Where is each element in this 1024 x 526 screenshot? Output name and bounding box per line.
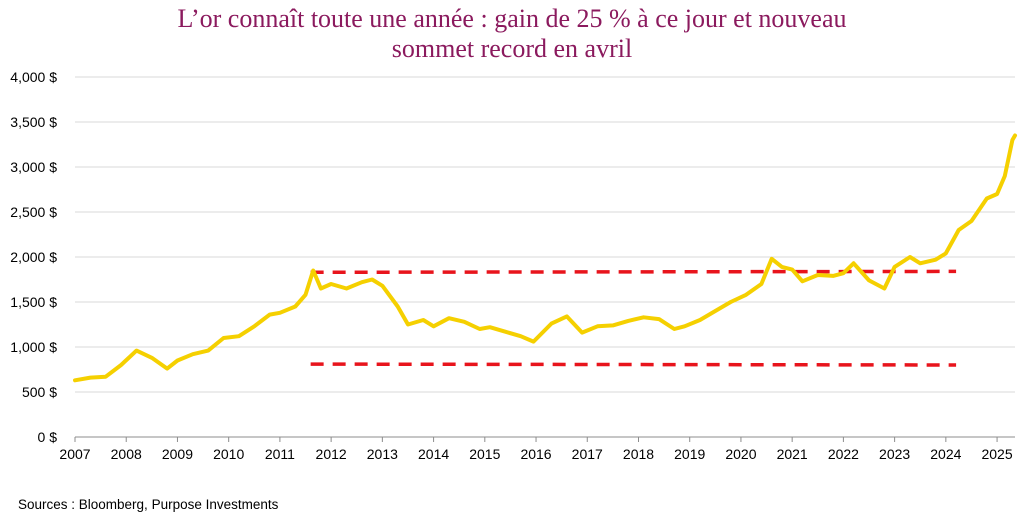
x-tick-label: 2015 xyxy=(469,446,500,462)
x-tick-label: 2020 xyxy=(725,446,756,462)
x-tick-label: 2011 xyxy=(265,446,295,462)
y-tick-label: 2,000 $ xyxy=(10,249,57,265)
x-tick-label: 2023 xyxy=(879,446,910,462)
x-tick-label: 2017 xyxy=(572,446,603,462)
reference-line-lower xyxy=(310,362,957,367)
x-tick-label: 2008 xyxy=(111,446,142,462)
y-tick-label: 3,000 $ xyxy=(10,159,57,175)
x-tick-label: 2018 xyxy=(623,446,654,462)
x-tick-label: 2007 xyxy=(59,446,90,462)
x-tick-label: 2019 xyxy=(674,446,705,462)
y-tick-label: 1,500 $ xyxy=(10,294,57,310)
x-tick-label: 2025 xyxy=(981,446,1012,462)
y-tick-label: 0 $ xyxy=(38,429,58,445)
x-tick-label: 2021 xyxy=(777,446,808,462)
y-tick-label: 1,000 $ xyxy=(10,339,57,355)
x-tick-label: 2014 xyxy=(418,446,449,462)
reference-line-upper xyxy=(310,269,957,275)
x-tick-label: 2010 xyxy=(213,446,244,462)
y-tick-label: 500 $ xyxy=(22,384,57,400)
chart-title-line1: L’or connaît toute une année : gain de 2… xyxy=(177,4,847,33)
x-tick-label: 2012 xyxy=(316,446,347,462)
y-tick-label: 2,500 $ xyxy=(10,204,57,220)
y-tick-label: 4,000 $ xyxy=(10,69,57,85)
chart-title: L’or connaît toute une année : gain de 2… xyxy=(0,4,1024,64)
y-tick-label: 3,500 $ xyxy=(10,114,57,130)
series-line-gold xyxy=(73,133,1017,383)
x-tick-label: 2022 xyxy=(828,446,859,462)
x-tick-label: 2013 xyxy=(367,446,398,462)
source-note: Sources : Bloomberg, Purpose Investments xyxy=(18,497,279,512)
chart-title-line2: sommet record en avril xyxy=(391,34,633,63)
x-tick-label: 2016 xyxy=(520,446,551,462)
x-tick-label: 2009 xyxy=(162,446,193,462)
x-tick-label: 2024 xyxy=(930,446,961,462)
